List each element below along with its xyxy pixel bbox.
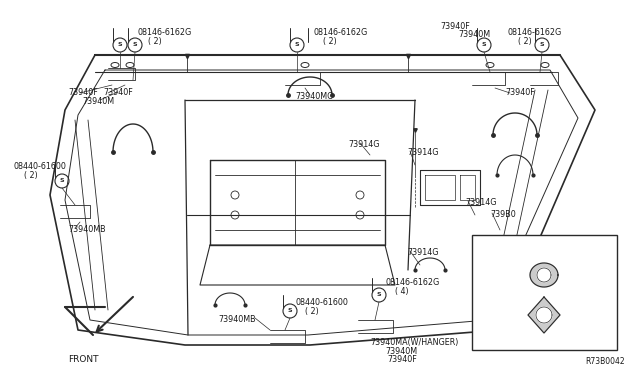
Text: 73914G: 73914G — [407, 148, 438, 157]
Text: 08146-6162G: 08146-6162G — [138, 28, 192, 37]
Text: 73940MC: 73940MC — [295, 92, 333, 101]
Text: 73914G: 73914G — [465, 198, 497, 207]
Text: 73940MA(W/HANGER): 73940MA(W/HANGER) — [370, 338, 458, 347]
Text: UTILITY HOOK: UTILITY HOOK — [516, 336, 572, 345]
Text: 73940F: 73940F — [387, 355, 417, 364]
Text: 73940F: 73940F — [505, 88, 535, 97]
Text: ( 2): ( 2) — [323, 37, 337, 46]
Text: 739B0: 739B0 — [490, 210, 516, 219]
Text: 73940F: 73940F — [103, 88, 132, 97]
Polygon shape — [530, 263, 558, 287]
Text: S: S — [377, 292, 381, 298]
Text: ( 2): ( 2) — [24, 171, 38, 180]
Text: 73940F: 73940F — [68, 88, 98, 97]
Polygon shape — [537, 268, 551, 282]
Text: 08146-6162G: 08146-6162G — [508, 28, 563, 37]
Text: ( 2): ( 2) — [305, 307, 319, 316]
Text: S: S — [118, 42, 122, 48]
Text: 73940M: 73940M — [82, 97, 114, 106]
Text: S: S — [540, 42, 544, 48]
Text: 73940MB: 73940MB — [218, 315, 255, 324]
Text: ( 4): ( 4) — [395, 287, 408, 296]
Text: 08440-61600: 08440-61600 — [14, 162, 67, 171]
Text: S: S — [288, 308, 292, 314]
Text: 08146-6162G: 08146-6162G — [385, 278, 439, 287]
Text: 73914G: 73914G — [348, 140, 380, 149]
Polygon shape — [472, 235, 617, 350]
Text: 73940M: 73940M — [385, 347, 417, 356]
Text: 08440-61600: 08440-61600 — [295, 298, 348, 307]
Text: 08146-6162G: 08146-6162G — [313, 28, 367, 37]
Text: 73940MB: 73940MB — [68, 225, 106, 234]
Text: 73940F: 73940F — [440, 22, 470, 31]
Text: FRONT: FRONT — [68, 355, 99, 364]
Text: 73914G: 73914G — [407, 248, 438, 257]
Text: S: S — [294, 42, 300, 48]
Text: S: S — [60, 179, 64, 183]
Text: ( 2): ( 2) — [148, 37, 162, 46]
Text: 73940M: 73940M — [458, 30, 490, 39]
Text: S: S — [482, 42, 486, 48]
Text: 79936M: 79936M — [477, 247, 509, 256]
Text: ( 2): ( 2) — [518, 37, 532, 46]
Polygon shape — [536, 307, 552, 323]
Text: S: S — [132, 42, 138, 48]
Text: R73B0042: R73B0042 — [586, 357, 625, 366]
Polygon shape — [528, 297, 560, 333]
